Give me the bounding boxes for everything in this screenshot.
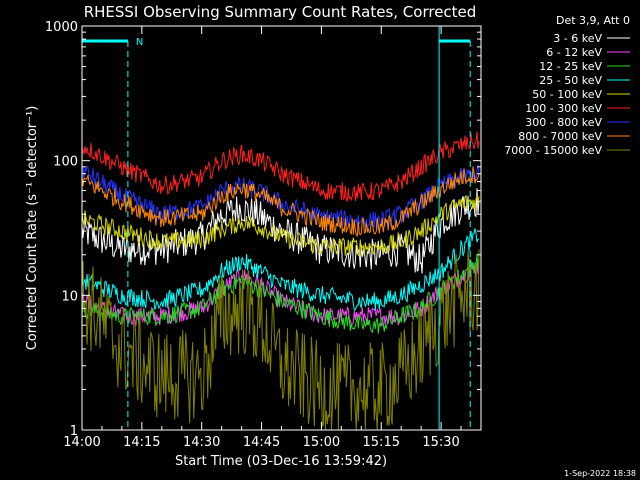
- legend-label-8: 7000 - 15000 keV: [504, 144, 602, 157]
- legend-label-1: 6 - 12 keV: [546, 46, 602, 59]
- series-line-7: [81, 166, 480, 237]
- chart-title: RHESSI Observing Summary Count Rates, Co…: [84, 3, 477, 21]
- legend-label-5: 100 - 300 keV: [525, 102, 602, 115]
- legend-label-7: 800 - 7000 keV: [518, 130, 602, 143]
- legend-label-6: 300 - 800 keV: [525, 116, 602, 129]
- legend-label-3: 25 - 50 keV: [539, 74, 602, 87]
- legend-title: Det 3,9, Att 0: [556, 14, 630, 27]
- x-tick-label: 14:45: [243, 435, 280, 450]
- x-tick-label: 15:30: [422, 435, 459, 450]
- overlays: N: [82, 26, 471, 430]
- x-tick-label: 15:00: [303, 435, 340, 450]
- series-line-5: [81, 131, 480, 203]
- series-line-3: [81, 228, 480, 311]
- y-tick-label: 1: [70, 424, 78, 439]
- x-axis-label: Start Time (03-Dec-16 13:59:42): [175, 454, 387, 469]
- series-line-2: [81, 253, 480, 334]
- y-axis-label: Corrected Count Rate (s⁻¹ detector⁻¹): [25, 106, 40, 351]
- legend-label-2: 12 - 25 keV: [539, 60, 602, 73]
- x-tick-label: 14:15: [123, 435, 160, 450]
- series-line-4: [81, 194, 480, 257]
- footer-date: 1-Sep-2022 18:38: [564, 469, 636, 478]
- x-tick-label: 14:30: [183, 435, 220, 450]
- series-line-6: [81, 164, 480, 230]
- legend-label-4: 50 - 100 keV: [532, 88, 602, 101]
- x-tick-label: 15:15: [363, 435, 400, 450]
- axis-ticks: 14:00 14:15 14:30 14:45 15:00 15:15 15:30 1 10 10…: [45, 20, 481, 450]
- y-tick-label: 100: [53, 155, 78, 170]
- series-line-0: [81, 188, 480, 274]
- x-tick-label: 14:00: [63, 435, 100, 450]
- y-tick-label: 10: [61, 289, 78, 304]
- y-tick-label: 1000: [45, 20, 78, 35]
- series-line-8: [81, 249, 480, 431]
- night-label: N: [136, 37, 143, 48]
- legend-label-0: 3 - 6 keV: [553, 32, 602, 45]
- plot-lines: [81, 131, 480, 431]
